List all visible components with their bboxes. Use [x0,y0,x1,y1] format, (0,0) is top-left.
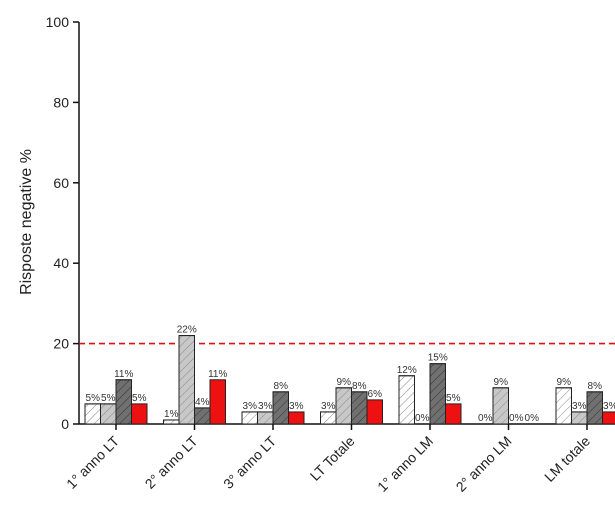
data-label: 9% [557,377,572,388]
bar-hatch [163,419,180,425]
bar-hatch [257,411,274,425]
y-tick-label: 80 [53,94,69,110]
data-label: 3% [572,401,587,412]
data-label: 12% [397,365,417,376]
bar-hatch [398,375,415,425]
category-label: 2° anno LM [453,433,515,495]
bar [131,403,148,425]
bar-hatch [241,411,258,425]
bar-hatch [84,403,101,425]
category-label: 1° anno LT [63,432,122,491]
bar-hatch [115,379,132,425]
y-tick-label: 40 [53,255,69,271]
data-label: 3% [289,401,304,412]
y-tick-label: 0 [61,416,69,432]
data-label: 1% [164,409,179,420]
x-ticks: 1° anno LT 2° anno LT 3° anno LT LT Totale 1… [63,424,593,495]
data-label: 3% [321,401,336,412]
y-ticks: 0 20 40 60 80 100 [46,14,79,432]
bar [288,411,305,425]
data-label: 0% [509,413,524,424]
data-labels: 5% 5%11%5%1%22%4%11%3% 3%8%3% 3%9% 8%6%12%0%… [86,325,615,424]
data-label: 8% [352,381,367,392]
data-label: 3% [243,401,258,412]
data-label: 5% [446,393,461,404]
data-label: 15% [428,353,448,364]
bar [366,399,383,425]
bar-hatch [586,391,603,425]
data-label: 11% [114,369,133,380]
data-label: 5% [86,393,101,404]
bar-hatch [194,407,211,425]
y-tick-label: 100 [46,14,70,30]
bar-hatch [178,335,195,425]
category-label: 1° anno LM [374,433,436,495]
category-label: LM totale [541,433,593,485]
bar-hatch [335,387,352,425]
bar-hatch [571,411,588,425]
data-label: 0% [525,413,540,424]
data-label: 8% [274,381,289,392]
bar-hatch [492,387,509,425]
data-label: 3% [258,401,273,412]
y-tick-label: 60 [53,175,69,191]
bar-hatch [555,387,572,425]
data-label: 0% [478,413,493,424]
category-label: LT Totale [307,433,358,484]
bar-hatch [429,363,446,425]
data-label: 8% [588,381,603,392]
data-label: 3% [603,401,615,412]
bar-hatch [272,391,289,425]
data-label: 4% [195,397,210,408]
data-label: 9% [494,377,509,388]
bar [445,403,462,425]
y-axis-label: Risposte negative % [18,149,35,295]
bars [84,335,615,425]
data-label: 5% [101,393,116,404]
data-label: 0% [415,413,430,424]
data-label: 5% [132,393,147,404]
data-label: 6% [368,389,383,400]
bar [209,379,226,425]
data-label: 9% [337,377,352,388]
bar-hatch [100,403,117,425]
bar-hatch [351,391,368,425]
data-label: 22% [177,325,197,336]
y-tick-label: 20 [53,336,69,352]
data-label: 11% [208,369,227,380]
category-label: 2° anno LT [142,432,201,491]
category-label: 3° anno LT [220,432,279,491]
bar-hatch [320,411,337,425]
bar [602,411,615,425]
